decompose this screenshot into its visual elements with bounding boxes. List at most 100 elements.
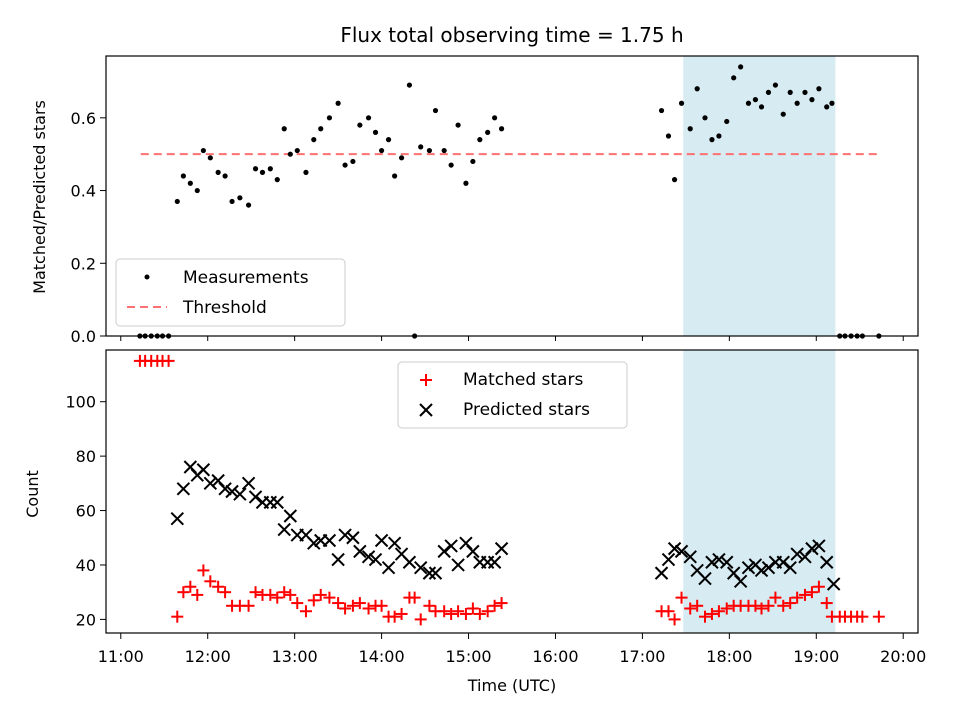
- measurement-point: [787, 89, 793, 95]
- measurement-point: [809, 97, 815, 103]
- matched-star-point: [219, 586, 232, 599]
- bottom-y-tick-label: 100: [65, 393, 96, 412]
- predicted-star-point: [741, 560, 756, 575]
- measurement-point: [665, 133, 672, 139]
- matched-star-point: [414, 613, 427, 626]
- matched-star-point: [284, 588, 297, 601]
- top-x-axis: [120, 336, 904, 341]
- measurement-point: [694, 86, 700, 92]
- matched-star-point: [362, 602, 375, 615]
- predicted-star-point: [698, 571, 712, 586]
- measurement-point: [824, 104, 830, 110]
- measurement-point: [398, 155, 405, 161]
- matched-star-point: [481, 605, 494, 618]
- measurement-point: [671, 177, 678, 183]
- predicted-star-point: [331, 552, 345, 567]
- predicted-star-point: [805, 541, 819, 556]
- top-legend-box: [115, 258, 346, 327]
- measurement-point: [658, 107, 665, 114]
- predicted-star-point: [494, 541, 509, 556]
- predicted-star-point: [283, 509, 298, 523]
- measurement-point: [448, 162, 454, 168]
- measurement-point: [738, 64, 744, 70]
- matched-star-point: [307, 594, 320, 607]
- measurement-point: [274, 177, 280, 183]
- measurement-point: [215, 169, 221, 175]
- measurement-point: [318, 126, 324, 132]
- matched-star-point: [720, 602, 733, 615]
- measurement-point: [335, 100, 341, 106]
- bottom-x-tick-label: 15:00: [445, 647, 491, 666]
- predicted-star-point: [353, 544, 367, 559]
- predicted-star-point: [381, 560, 396, 575]
- predicted-star-point: [203, 476, 218, 491]
- bottom-y-tick-label: 80: [76, 447, 96, 466]
- predicted-star-point: [368, 552, 383, 567]
- matched-star-point: [171, 610, 184, 623]
- top-legend: Measurements Threshold: [115, 258, 346, 327]
- predicted-star-point: [346, 531, 360, 545]
- predicted-star-point: [754, 563, 769, 578]
- measurement-point: [802, 89, 808, 95]
- measurement-point: [731, 75, 737, 81]
- measurement-point: [174, 198, 180, 205]
- matched-star-point: [662, 605, 675, 618]
- matched-star-point: [712, 605, 725, 618]
- measurement-point: [426, 147, 433, 154]
- predicted-star-point: [487, 555, 502, 569]
- matched-star-point: [691, 599, 704, 612]
- matched-star-point: [820, 597, 833, 610]
- matched-star-point: [459, 607, 472, 620]
- measurement-point: [326, 115, 333, 121]
- predicted-star-point: [812, 539, 826, 553]
- bottom-x-tick-label: 14:00: [359, 647, 405, 666]
- matched-star-point: [353, 597, 366, 610]
- top-y-tick-label: 0.6: [71, 109, 96, 128]
- predicted-star-point: [277, 522, 291, 537]
- measurement-point: [392, 173, 398, 179]
- predicted-star-point: [374, 533, 389, 548]
- predicted-star-point: [683, 550, 697, 564]
- measurement-point: [816, 86, 822, 92]
- matched-star-point: [798, 588, 811, 601]
- measurement-point: [378, 147, 385, 154]
- bottom-y-tick-label: 60: [76, 502, 96, 521]
- matched-star-point: [323, 591, 336, 604]
- legend-matched-label: Matched stars: [463, 370, 583, 390]
- bottom-legend: Matched stars Predicted stars: [397, 361, 628, 429]
- matched-star-point: [291, 597, 304, 610]
- measurement-point: [829, 100, 835, 106]
- measurement-points: [137, 64, 882, 339]
- measurement-point: [267, 166, 273, 172]
- bottom-x-tick-label: 20:00: [880, 647, 926, 666]
- predicted-stars-points: [170, 460, 841, 591]
- predicted-star-point: [776, 555, 790, 569]
- predicted-star-point: [270, 495, 284, 510]
- matched-star-point: [438, 605, 451, 618]
- legend-matched-marker: [420, 374, 432, 386]
- measurement-point: [237, 195, 243, 201]
- matched-star-point: [332, 597, 345, 610]
- ratio-panel: Flux total observing time = 1.75 h Match…: [30, 23, 919, 346]
- matched-stars-points: [133, 354, 885, 626]
- measurement-point: [432, 107, 439, 114]
- bottom-x-tick-label: 19:00: [793, 647, 839, 666]
- predicted-star-point: [218, 482, 232, 496]
- matched-star-point: [675, 591, 688, 604]
- measurement-point: [342, 162, 348, 168]
- measurement-point: [485, 129, 491, 135]
- predicted-star-point: [414, 560, 428, 575]
- predicted-star-point: [387, 536, 402, 550]
- matched-star-point: [264, 588, 277, 601]
- predicted-star-point: [225, 484, 239, 499]
- predicted-star-point: [437, 544, 451, 559]
- bottom-legend-box: [397, 361, 628, 429]
- measurement-point: [702, 115, 708, 121]
- bottom-x-tick-label: 13:00: [272, 647, 318, 666]
- measurement-point: [455, 122, 461, 128]
- measurement-point: [281, 126, 287, 132]
- matched-star-point: [805, 586, 818, 599]
- predicted-star-point: [361, 550, 376, 564]
- matched-star-point: [791, 591, 804, 604]
- measurement-point: [180, 173, 186, 179]
